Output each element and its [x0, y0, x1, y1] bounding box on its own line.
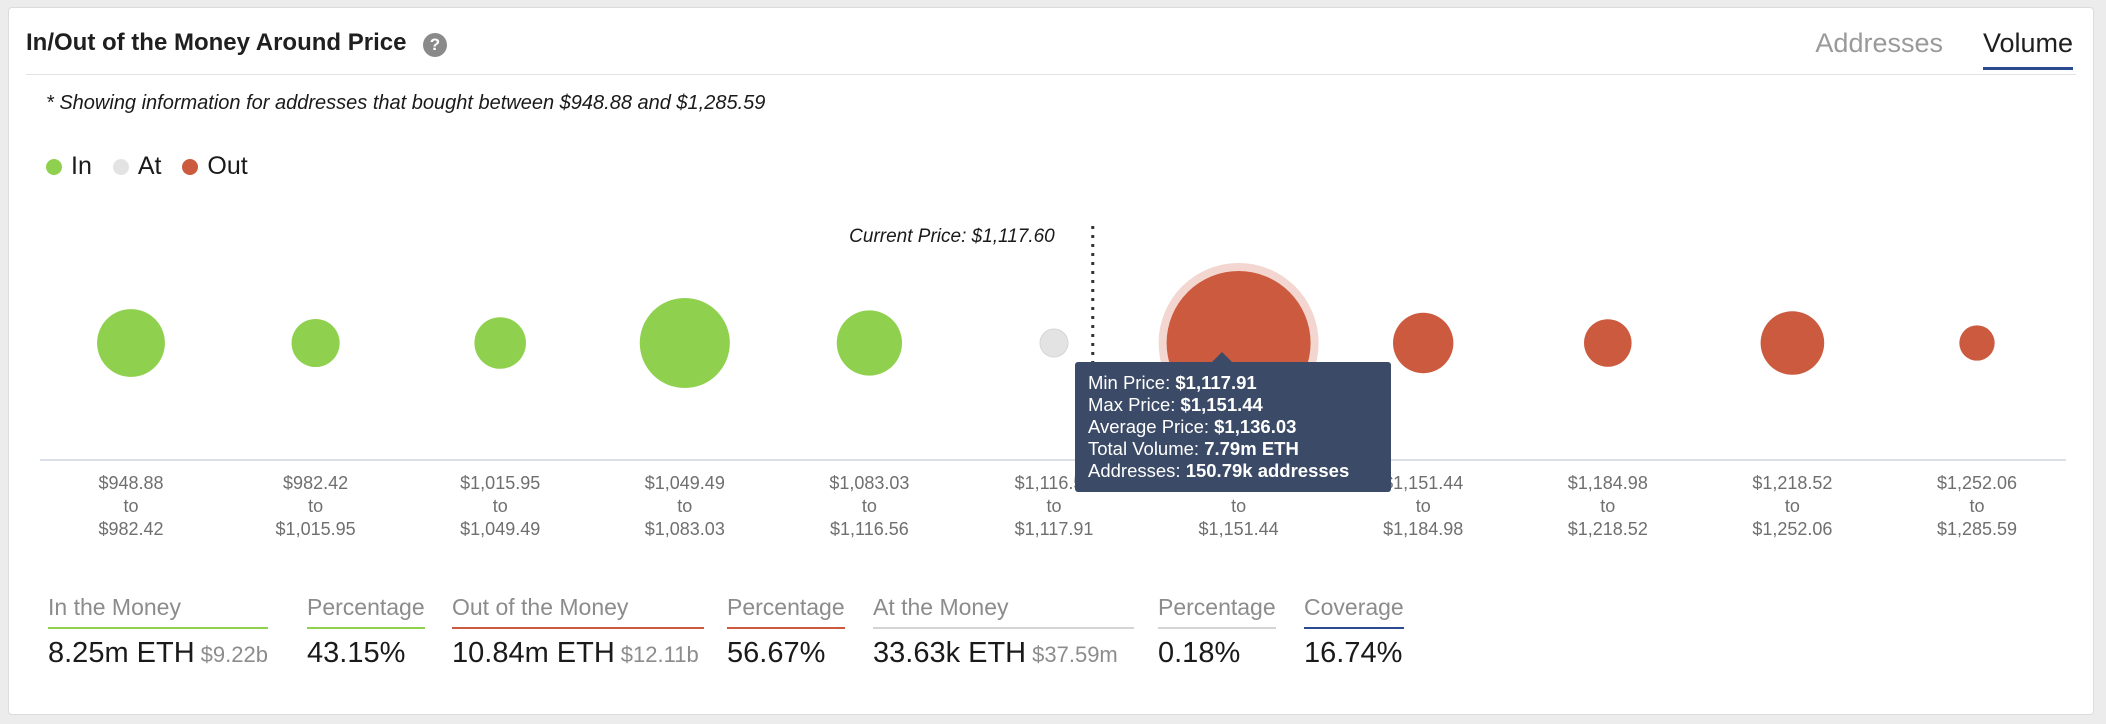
stat-label: At the Money [873, 594, 1134, 629]
bucket-tick-label: $982.42 [283, 473, 348, 493]
bubble-out [1760, 311, 1825, 375]
tooltip-row: Min Price: $1,117.91 [1088, 372, 1257, 393]
stat-label: Coverage [1304, 594, 1404, 629]
legend-label-in: In [71, 152, 92, 180]
bubble-in [474, 317, 526, 369]
range-note: * Showing information for addresses that… [46, 92, 766, 114]
tab-addresses[interactable]: Addresses [1815, 28, 1943, 58]
legend-dot-at [112, 158, 129, 175]
bucket-tick-label: $1,184.98 [1568, 473, 1648, 493]
stat-in-percentage: Percentage 43.15% [307, 594, 425, 670]
stat-at-the-money: At the Money 33.63k ETH $37.59m [873, 594, 1134, 670]
card-title: In/Out of the Money Around Price [26, 29, 407, 56]
question-circle-icon[interactable]: ? [423, 33, 447, 57]
bucket-tick-label: $1,015.95 [276, 519, 356, 539]
stat-label: Percentage [727, 594, 845, 629]
chart-legend: In At Out [46, 152, 262, 182]
legend-dot-out [182, 158, 199, 175]
bucket-tick-label: $1,015.95 [460, 473, 540, 493]
bucket-tick-label: to [1600, 496, 1615, 516]
stat-value: 8.25m ETH $9.22b [48, 637, 268, 669]
bucket-tick-label: to [1416, 496, 1431, 516]
stat-value: 33.63k ETH $37.59m [873, 637, 1118, 669]
bucket-tick-label: $1,083.03 [829, 473, 909, 493]
bucket-tick-label: $1,218.52 [1568, 519, 1648, 539]
legend-item-at[interactable]: At [112, 152, 162, 181]
legend-dot-in [46, 158, 62, 175]
bucket-tick-label: to [123, 496, 138, 516]
bucket-tick-label: $1,252.06 [1752, 519, 1832, 539]
stat-label: Percentage [307, 594, 425, 629]
bucket-tick-label: to [1785, 496, 1800, 516]
bucket-tick-label: $1,049.49 [460, 519, 540, 539]
stat-label: Out of the Money [452, 594, 704, 629]
stat-value: 56.67% [727, 637, 826, 669]
current-price-label: Current Price: $1,117.60 [849, 226, 1055, 247]
bucket-tick-label: $948.88 [98, 473, 163, 493]
legend-item-in[interactable]: In [46, 152, 92, 181]
tooltip-row: Addresses: 150.79k addresses [1088, 460, 1350, 481]
stat-coverage: Coverage 16.74% [1304, 594, 1404, 670]
bubble-in [291, 318, 340, 368]
bucket-tooltip: Min Price: $1,117.91 Max Price: $1,151.4… [1075, 352, 1391, 492]
tooltip-row: Total Volume: 7.79m ETH [1088, 438, 1299, 459]
bucket-tick-label: $1,151.44 [1199, 519, 1279, 539]
stat-label: Percentage [1158, 594, 1276, 629]
bubble-out [1393, 312, 1454, 374]
bubble-in [639, 297, 730, 389]
bubble-at [1039, 328, 1069, 358]
bubble-out [1959, 325, 1995, 361]
bucket-tick-label: to [308, 496, 323, 516]
bucket-tick-label: to [677, 496, 692, 516]
bucket-tick-label: $1,151.44 [1383, 473, 1463, 493]
stat-at-percentage: Percentage 0.18% [1158, 594, 1276, 670]
bucket-tick-label: $1,184.98 [1383, 519, 1463, 539]
legend-item-out[interactable]: Out [182, 152, 248, 181]
stat-out-percentage: Percentage 56.67% [727, 594, 845, 670]
bucket-tick-label: $1,116.56 [830, 519, 909, 539]
bucket-tick-label: to [1231, 496, 1246, 516]
bucket-tick-label: $1,049.49 [645, 473, 725, 493]
bubble-in [836, 310, 903, 376]
bucket-tick-label: $1,252.06 [1937, 473, 2017, 493]
bucket-tick-label: $1,116.56 [1015, 473, 1094, 493]
legend-label-at: At [137, 152, 162, 180]
bucket-tick-label: $1,218.52 [1752, 473, 1832, 493]
stat-value: 43.15% [307, 637, 406, 669]
bucket-tick-label: to [862, 496, 877, 516]
stat-value: 16.74% [1304, 637, 1403, 669]
bucket-tick-label: $1,117.91 [1015, 519, 1094, 539]
stat-label: In the Money [48, 594, 268, 629]
bucket-tick-label: to [493, 496, 508, 516]
stat-in-the-money: In the Money 8.25m ETH $9.22b [48, 594, 268, 670]
bucket-tick-label: $982.42 [98, 519, 163, 539]
stat-value: 10.84m ETH $12.11b [452, 637, 699, 669]
tab-volume[interactable]: Volume [1982, 28, 2073, 70]
iomap-card: In/Out of the Money Around Price ? Addre… [8, 7, 2094, 715]
bucket-tick-label: $1,285.59 [1937, 519, 2017, 539]
stat-out-of-the-money: Out of the Money 10.84m ETH $12.11b [452, 594, 704, 670]
stat-value: 0.18% [1158, 637, 1241, 669]
bucket-tick-label: to [1046, 496, 1061, 516]
legend-label-out: Out [207, 152, 248, 180]
tooltip-row: Max Price: $1,151.44 [1088, 394, 1263, 415]
bubble-in [97, 309, 165, 377]
bucket-tick-label: to [1969, 496, 1984, 516]
bucket-tick-label: $1,083.03 [645, 519, 725, 539]
bubble-out [1584, 319, 1632, 367]
header-divider [26, 74, 2076, 75]
tooltip-row: Average Price: $1,136.03 [1088, 416, 1297, 437]
